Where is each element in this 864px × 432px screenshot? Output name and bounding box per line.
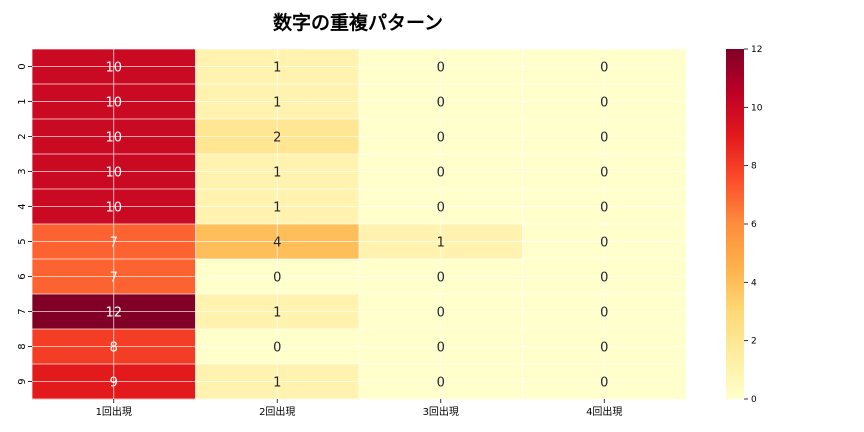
gridlines xyxy=(31,48,687,400)
cell-value-label: 1 xyxy=(437,236,445,251)
cell-value-label: 0 xyxy=(437,131,445,146)
cell-value-label: 0 xyxy=(600,166,608,181)
cell-value-label: 0 xyxy=(437,96,445,111)
colorbar-tick-label: 8 xyxy=(751,162,757,172)
colorbar-tick-label: 10 xyxy=(751,103,763,113)
x-axis-ticks: 1回出現 2回出現 3回出現 4回出現 xyxy=(96,399,622,418)
y-tick-label: 3 xyxy=(17,168,28,174)
cell-value-label: 0 xyxy=(437,61,445,76)
cell-value-label: 0 xyxy=(437,306,445,321)
cell-value-label: 0 xyxy=(600,271,608,286)
cell-annotations: 10 1 0 010 1 0 010 2 0 010 1 0 010 1 0 07 4 1 07 0 0 012 1 0 08 0… xyxy=(105,61,608,391)
cell-value-label: 1 xyxy=(273,306,281,321)
cell-value-label: 0 xyxy=(600,131,608,146)
cell-value-label: 0 xyxy=(600,306,608,321)
cell-value-label: 10 xyxy=(105,61,122,76)
cell-value-label: 0 xyxy=(600,236,608,251)
cell-value-label: 10 xyxy=(105,166,122,181)
y-tick-label: 9 xyxy=(17,378,28,384)
colorbar-gradient xyxy=(726,49,744,399)
cell-value-label: 9 xyxy=(110,376,118,391)
colorbar-tick-label: 4 xyxy=(751,278,757,288)
cell-value-label: 0 xyxy=(600,376,608,391)
cell-value-label: 0 xyxy=(437,341,445,356)
cell-value-label: 10 xyxy=(105,201,122,216)
y-axis-ticks: 0 1 2 3 4 5 6 7 8 9 xyxy=(17,63,32,385)
cell-value-label: 4 xyxy=(273,236,281,251)
cell-value-label: 1 xyxy=(273,61,281,76)
chart-title: 数字の重複パターン xyxy=(273,11,443,34)
cell-value-label: 1 xyxy=(273,96,281,111)
y-tick-label: 0 xyxy=(17,63,28,69)
cell-value-label: 0 xyxy=(437,166,445,181)
cell-value-label: 0 xyxy=(600,96,608,111)
colorbar: 0 2 4 6 8 10 12 xyxy=(726,45,763,405)
y-tick-label: 6 xyxy=(17,273,28,279)
cell-value-label: 8 xyxy=(110,341,118,356)
cell-value-label: 0 xyxy=(600,201,608,216)
cell-value-label: 0 xyxy=(600,341,608,356)
y-tick-label: 5 xyxy=(17,238,28,244)
cell-value-label: 0 xyxy=(437,376,445,391)
cell-value-label: 0 xyxy=(437,271,445,286)
colorbar-tick-label: 2 xyxy=(751,337,757,347)
colorbar-tick-label: 0 xyxy=(751,395,757,405)
x-tick-label: 4回出現 xyxy=(586,405,622,418)
x-tick-label: 2回出現 xyxy=(259,405,295,418)
x-tick-label: 3回出現 xyxy=(423,405,459,418)
cell-value-label: 1 xyxy=(273,166,281,181)
cell-value-label: 0 xyxy=(600,61,608,76)
cell-value-label: 1 xyxy=(273,201,281,216)
colorbar-tick-label: 6 xyxy=(751,220,757,230)
cell-value-label: 1 xyxy=(273,376,281,391)
cell-value-label: 7 xyxy=(110,271,118,286)
cell-value-label: 7 xyxy=(110,236,118,251)
cell-value-label: 0 xyxy=(437,201,445,216)
y-tick-label: 8 xyxy=(17,343,28,349)
cell-value-label: 10 xyxy=(105,96,122,111)
x-tick-label: 1回出現 xyxy=(96,405,132,418)
cell-value-label: 12 xyxy=(105,306,122,321)
cell-value-label: 10 xyxy=(105,131,122,146)
y-tick-label: 7 xyxy=(17,308,28,314)
y-tick-label: 2 xyxy=(17,133,28,139)
cell-value-label: 2 xyxy=(273,131,281,146)
colorbar-tick-label: 12 xyxy=(751,45,762,55)
y-tick-label: 1 xyxy=(17,98,28,104)
cell-value-label: 0 xyxy=(273,271,281,286)
y-tick-label: 4 xyxy=(17,203,28,209)
cell-value-label: 0 xyxy=(273,341,281,356)
